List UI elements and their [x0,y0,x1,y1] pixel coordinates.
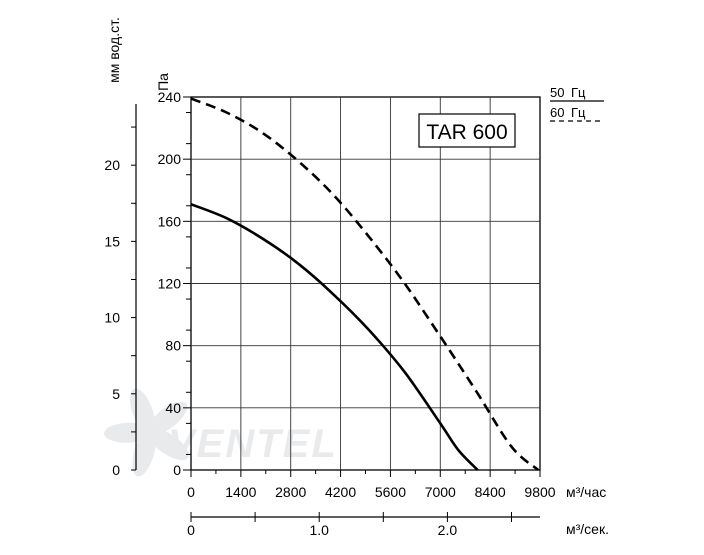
watermark-text: VENTEL [168,422,338,466]
y-tick-label: 120 [158,276,182,292]
model-label: TAR 600 [426,121,507,144]
x2-tick-label: 1.0 [309,522,329,538]
y2-tick-label: 20 [104,157,120,173]
curves [190,97,540,472]
x-tick-label: 7000 [425,484,456,500]
legend-unit-60: Гц [571,105,586,120]
x-tick-label: 9800 [524,484,555,500]
curve-60hz [190,97,540,472]
fan-logo-icon [104,388,189,477]
y-tick-label: 80 [165,338,181,354]
model-label-box: TAR 600 [418,113,516,148]
legend: 50 Гц 60 Гц [550,85,604,122]
x2-unit-label: м³/сек. [566,521,609,537]
x-unit-label: м³/час [566,484,606,500]
y2-tick-label: 5 [112,386,120,402]
ventel-watermark: VENTEL [104,388,338,477]
legend-unit-50: Гц [571,85,586,100]
y2-tick-label: 0 [112,462,120,478]
y-unit-label: Па [155,73,171,91]
x-tick-label: 2800 [275,484,306,500]
x-tick-label: 1400 [225,484,256,500]
x2-tick-label: 2.0 [438,522,458,538]
y-axis-pa: 0 40 80 120 160 200 240 [158,89,191,478]
x-axis-m3s: 0 1.0 2.0 [187,512,540,538]
x-tick-label: 4200 [325,484,356,500]
x-tick-label: 5600 [375,484,406,500]
grid [191,97,540,470]
y-axis-mm: 0 5 10 15 20 [104,104,137,478]
y2-tick-label: 10 [104,310,120,326]
x2-tick-label: 0 [187,522,195,538]
x-axis-m3h: 0 1400 2800 4200 5600 7000 8400 9800 [187,470,556,500]
legend-freq-50: 50 [550,85,564,100]
y-tick-label: 240 [158,89,182,105]
y2-tick-label: 15 [104,233,120,249]
y-tick-label: 0 [173,462,181,478]
y-tick-label: 200 [158,151,182,167]
x-tick-label: 8400 [475,484,506,500]
legend-freq-60: 60 [550,105,564,120]
y-tick-label: 40 [165,400,181,416]
y-tick-label: 160 [158,213,182,229]
x-tick-label: 0 [187,484,195,500]
curve-50hz [190,202,479,471]
y2-unit-label: мм вод.ст. [106,17,122,83]
